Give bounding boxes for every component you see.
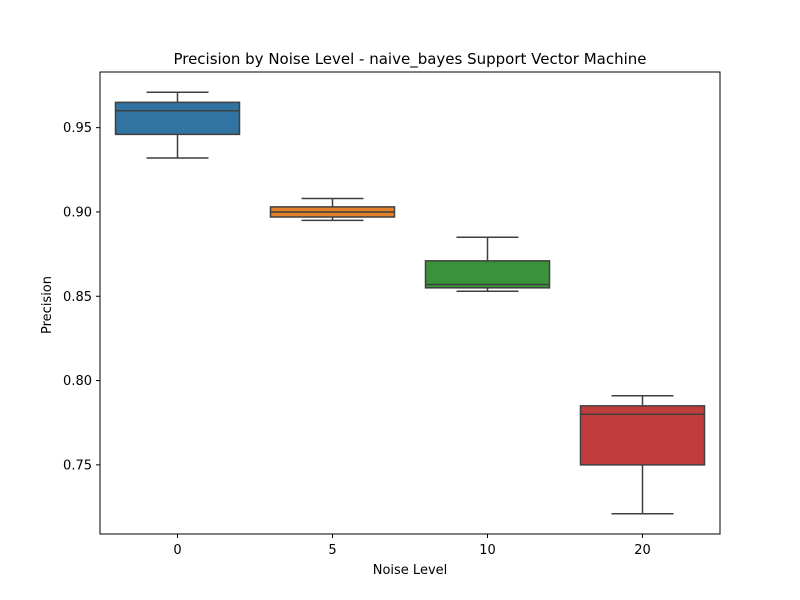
y-tick-label: 0.80 <box>63 374 92 389</box>
x-axis-label: Noise Level <box>373 563 448 578</box>
axes-frame <box>99 71 721 535</box>
box-10 <box>424 260 551 289</box>
y-tick-label: 0.75 <box>63 458 92 473</box>
y-tick-label: 0.95 <box>63 121 92 136</box>
y-axis-label: Precision <box>40 276 55 334</box>
y-tick-label: 0.90 <box>63 205 92 220</box>
box-20 <box>579 405 706 466</box>
x-tick-label: 0 <box>173 543 181 558</box>
plot-area: 0.75 0.80 0.85 0.90 0.95 0 5 10 20 <box>63 71 721 558</box>
y-tick-label: 0.85 <box>63 290 92 305</box>
box-0 <box>114 101 241 136</box>
x-tick-label: 5 <box>328 543 336 558</box>
chart-title: Precision by Noise Level - naive_bayes S… <box>173 50 646 69</box>
x-tick-label: 10 <box>479 543 496 558</box>
x-tick-label: 20 <box>634 543 651 558</box>
